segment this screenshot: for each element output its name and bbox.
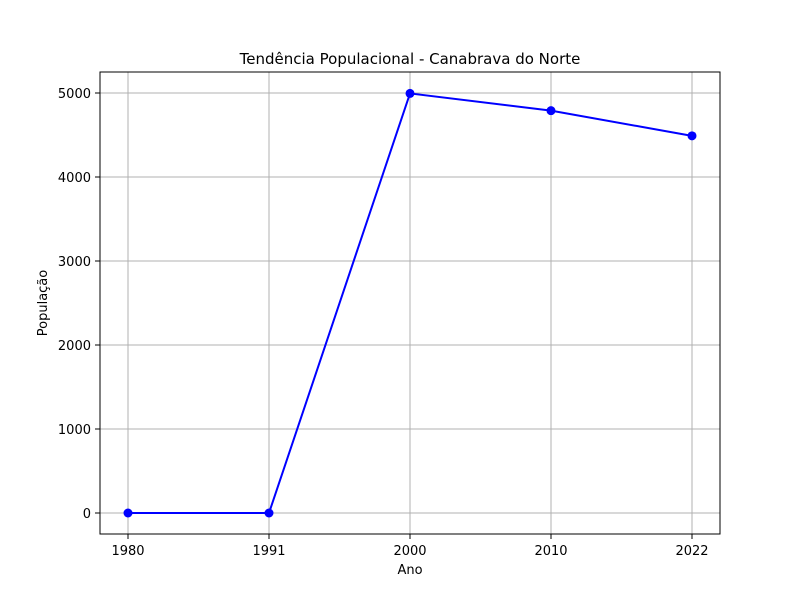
data-point [405, 88, 415, 98]
data-point [264, 508, 274, 518]
y-tick-label: 1000 [58, 423, 91, 438]
data-point [687, 131, 697, 141]
y-tick-label: 3000 [58, 255, 91, 270]
x-tick-label: 2022 [675, 544, 708, 559]
y-tick-label: 2000 [58, 339, 91, 354]
y-axis-label: População [36, 270, 51, 337]
series-layer [123, 88, 697, 518]
data-point [546, 106, 556, 116]
y-tick-label: 4000 [58, 171, 91, 186]
y-tick-label: 0 [83, 507, 91, 522]
x-tick-label: 1980 [111, 544, 144, 559]
x-tick-label: 1991 [252, 544, 285, 559]
chart-title: Tendência Populacional - Canabrava do No… [239, 50, 581, 68]
grid [100, 72, 720, 534]
x-tick-label: 2000 [393, 544, 426, 559]
x-tick-label: 2010 [534, 544, 567, 559]
ticks: 1980 1991 2000 2010 2022 0 1000 2000 3000 4000 500… [58, 87, 709, 559]
data-point [123, 508, 133, 518]
y-tick-label: 5000 [58, 87, 91, 102]
x-axis-label: Ano [397, 563, 422, 578]
